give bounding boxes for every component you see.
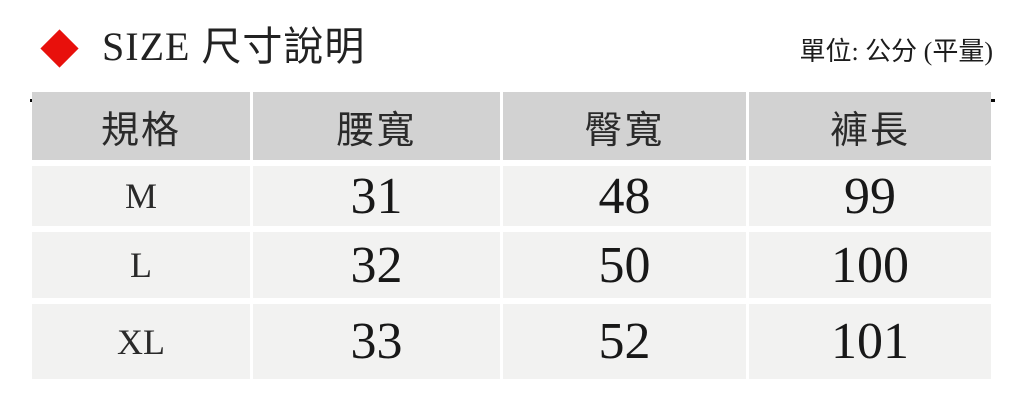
table-cell: 31 bbox=[253, 166, 500, 226]
table-cell: 100 bbox=[749, 232, 991, 298]
table-cell: 33 bbox=[253, 304, 500, 379]
column-header-hip: 臀寬 bbox=[503, 92, 746, 160]
column-header-length: 褲長 bbox=[749, 92, 991, 160]
size-cell: XL bbox=[32, 304, 250, 379]
unit-note: 單位: 公分 (平量) bbox=[799, 37, 993, 66]
column-header-waist: 腰寬 bbox=[253, 92, 500, 160]
column-header-spec: 規格 bbox=[32, 92, 250, 160]
page-title: SIZE 尺寸說明 bbox=[102, 24, 366, 69]
table-cell: 32 bbox=[253, 232, 500, 298]
table-cell: 99 bbox=[749, 166, 991, 226]
size-cell: M bbox=[32, 166, 250, 226]
diamond-icon bbox=[40, 29, 79, 68]
table-cell: 48 bbox=[503, 166, 746, 226]
title-group: SIZE 尺寸說明 bbox=[30, 24, 366, 69]
header: SIZE 尺寸說明 單位: 公分 (平量) bbox=[30, 0, 995, 102]
size-table: 規格 腰寬 臀寬 褲長 M 31 48 99 L 32 50 100 XL 33… bbox=[32, 92, 991, 379]
table-cell: 50 bbox=[503, 232, 746, 298]
table-cell: 101 bbox=[749, 304, 991, 379]
table-cell: 52 bbox=[503, 304, 746, 379]
size-cell: L bbox=[32, 232, 250, 298]
